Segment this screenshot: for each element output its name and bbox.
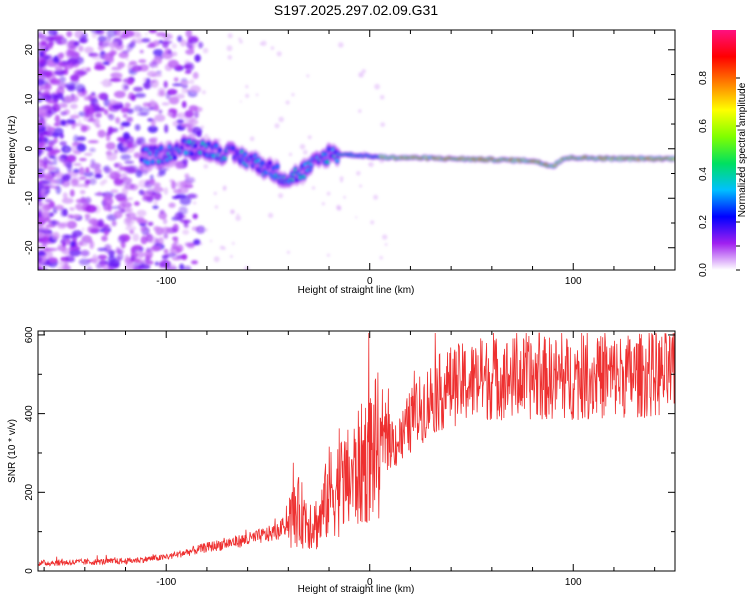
- y-tick-label: 0: [24, 146, 35, 152]
- colorbar-gradient: [712, 30, 736, 270]
- colorbar-label: Normalized spectral amplitude: [737, 82, 748, 217]
- colorbar-tick-label: 0.2: [698, 215, 709, 229]
- snr-panel: -100 0 100 0 200 400 600 Height of straight li…: [7, 326, 676, 595]
- colorbar: 0.0 0.2 0.4 0.6 0.8 Normalized spectral ampl…: [698, 30, 748, 277]
- chart-title: S197.2025.297.02.09.G31: [274, 2, 438, 18]
- spectrogram-frame: [37, 29, 676, 271]
- x-tick-label: 100: [565, 276, 582, 287]
- snr-series-line: [38, 332, 675, 567]
- y-tick-label: 10: [24, 93, 35, 105]
- colorbar-ticks: 0.0 0.2 0.4 0.6 0.8: [698, 71, 740, 277]
- x-tick-label: -100: [156, 276, 176, 287]
- y-tick-label: -10: [24, 191, 35, 206]
- y-tick-label: -20: [24, 240, 35, 255]
- x-tick-label: 0: [367, 276, 373, 287]
- snr-background: [38, 331, 675, 571]
- colorbar-tick-label: 0.6: [698, 119, 709, 133]
- colorbar-tick-label: 0.4: [698, 167, 709, 181]
- snr-frame: [37, 330, 676, 572]
- snr-ticks: -100 0 100 0 200 400 600: [24, 326, 675, 588]
- snr-xlabel: Height of straight line (km): [298, 584, 415, 595]
- spectrogram-xlabel: Height of straight line (km): [298, 285, 415, 296]
- spectrogram-heatmap: [38, 30, 675, 270]
- x-tick-label: 100: [565, 577, 582, 588]
- spectrogram-ylabel: Frequency (Hz): [7, 116, 18, 185]
- y-tick-label: 400: [24, 405, 35, 422]
- y-tick-label: 20: [24, 44, 35, 56]
- colorbar-tick-label: 0.0: [698, 263, 709, 277]
- colorbar-tick-label: 0.8: [698, 71, 709, 85]
- y-tick-label: 200: [24, 484, 35, 501]
- snr-ylabel: SNR (10 * v/v): [7, 419, 18, 483]
- y-tick-label: 0: [24, 568, 35, 574]
- y-tick-label: 600: [24, 326, 35, 343]
- x-tick-label: 0: [367, 577, 373, 588]
- x-tick-label: -100: [156, 577, 176, 588]
